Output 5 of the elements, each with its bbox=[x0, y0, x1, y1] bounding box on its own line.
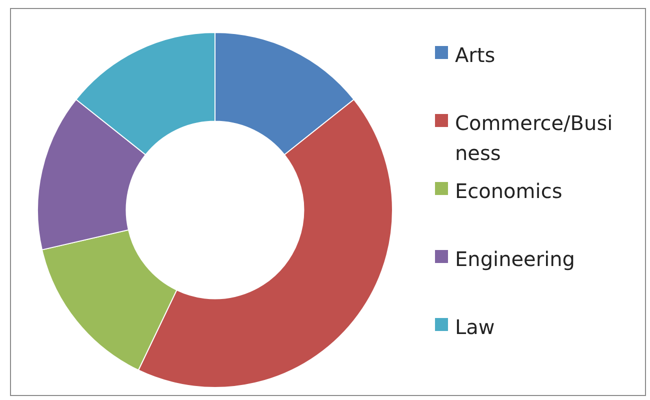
legend-label: Law bbox=[455, 314, 496, 341]
legend-label: Arts bbox=[455, 42, 496, 69]
legend-label: Economics bbox=[455, 178, 564, 205]
legend-label: Engineering bbox=[455, 246, 576, 273]
legend-label: Commerce/Business bbox=[455, 110, 614, 167]
